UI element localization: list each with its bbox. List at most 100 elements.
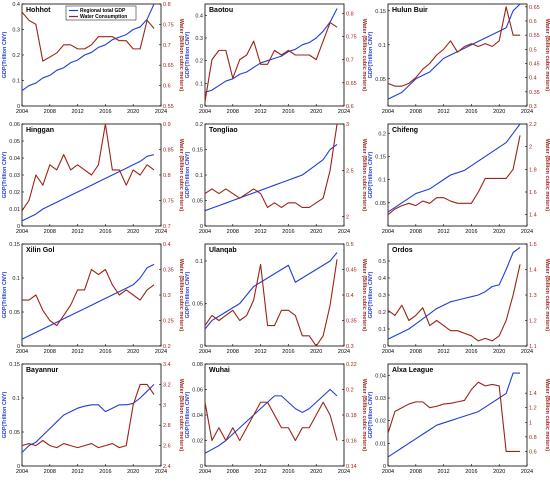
y-right-tick-label: 1.4 [529, 391, 537, 397]
y-right-tick-label: 0.5 [529, 47, 537, 53]
x-tick-label: 2008 [44, 229, 56, 235]
y-left-tick-label: 0.2 [195, 122, 203, 128]
y-left-tick-label: 0.1 [378, 43, 386, 49]
y-left-tick-label: 0 [383, 344, 386, 350]
gdp-series-line [21, 384, 155, 453]
gdp-series-line [387, 372, 521, 458]
panel-title: Xilin Gol [26, 247, 54, 254]
x-tick-label: 2024 [521, 469, 533, 475]
legend-box [65, 5, 137, 21]
x-tick-label: 2008 [227, 229, 239, 235]
chart-xilin-gol: 2004 2008 2012 2016 2020 2024 0 0.05 0.1 0.15 0.2 0… [2, 242, 184, 355]
y-right-tick-label: 3.4 [163, 362, 171, 368]
plot-frame [21, 3, 162, 107]
x-tick-label: 2008 [410, 229, 422, 235]
y-left-tick-label: 0.04 [375, 373, 386, 379]
chart-hohhot: 2004 2008 2012 2016 2020 2024 0 0.1 0.2 0.3 0.4 0.5… [2, 2, 184, 115]
y-right-tick-label: 1.5 [529, 242, 537, 248]
y-left-tick-label: 0.02 [375, 419, 386, 425]
y-right-tick-label: 0.5 [346, 242, 354, 248]
y-right-tick-label: 0.6 [346, 104, 354, 110]
y-right-tick-label: 0.7 [346, 58, 354, 64]
y-right-tick-label: 3.2 [163, 382, 171, 388]
y-left-tick-label: 0.3 [195, 36, 203, 42]
y-right-tick-label: 0.8 [346, 11, 354, 17]
water-series-line [387, 264, 521, 342]
x-tick-label: 2008 [44, 469, 56, 475]
plot-frame [21, 243, 162, 347]
y-left-tick-label: 0.2 [378, 131, 386, 137]
y-left-tick-label: 0.05 [375, 201, 386, 207]
x-tick-label: 2012 [254, 469, 266, 475]
y-left-tick-label: 0.15 [9, 362, 20, 368]
y-right-tick-label: 2.2 [529, 122, 537, 128]
y-right-axis-label: Water (Billion cubic meters) [544, 379, 550, 452]
y-right-tick-label: 0.75 [163, 199, 174, 205]
y-left-tick-label: 0.1 [195, 81, 203, 87]
x-tick-label: 2020 [127, 469, 139, 475]
water-series-line [21, 383, 155, 449]
y-left-tick-label: 0.4 [378, 276, 386, 282]
y-right-tick-label: 1.4 [529, 213, 537, 219]
y-right-tick-label: 0.4 [346, 293, 354, 299]
x-tick-label: 2024 [338, 109, 350, 115]
chart-bayannur: 2004 2008 2012 2016 2020 2024 0 0.05 0.1 0.15 2.4 2… [2, 362, 184, 475]
y-right-tick-label: 0.3 [346, 344, 354, 350]
x-tick-label: 2012 [71, 109, 83, 115]
y-left-tick-label: 0.2 [195, 59, 203, 65]
y-right-tick-label: 1.6 [529, 190, 537, 196]
y-right-tick-label: 1.8 [529, 167, 537, 173]
panel-title: Ordos [392, 247, 413, 254]
x-tick-label: 2024 [155, 469, 167, 475]
y-left-tick-label: 0.2 [12, 53, 20, 59]
plot-frame [21, 363, 162, 467]
chart-hulun-buir: 2004 2008 2012 2016 2020 2024 0.05 0.1 0.15 0.3 0.… [368, 3, 550, 115]
y-right-tick-label: 0.65 [163, 63, 174, 69]
y-right-axis-label: Water (Billion cubic meters) [178, 259, 184, 332]
y-right-axis-label: Water (Billion cubic meters) [544, 139, 550, 212]
panel-title: Hohhot [26, 7, 51, 14]
water-series-line [21, 123, 155, 212]
water-series-line [204, 401, 338, 442]
water-series-line [204, 259, 338, 347]
y-right-tick-label: 0.4 [529, 76, 537, 82]
x-tick-label: 2012 [71, 469, 83, 475]
y-right-tick-label: 2 [529, 145, 532, 151]
y-left-tick-label: 0.05 [9, 430, 20, 436]
x-tick-label: 2016 [465, 469, 477, 475]
y-right-axis-label: Water (Billion cubic meters) [178, 139, 184, 212]
x-tick-label: 2004 [16, 349, 28, 355]
y-left-tick-label: 0.01 [375, 441, 386, 447]
x-tick-label: 2020 [310, 469, 322, 475]
x-tick-label: 2008 [44, 109, 56, 115]
y-left-tick-label: 0 [200, 224, 203, 230]
x-tick-label: 2012 [437, 349, 449, 355]
y-left-tick-label: 0.3 [378, 293, 386, 299]
x-tick-label: 2020 [310, 349, 322, 355]
y-left-axis-label: GDP(Trillion CNY) [185, 31, 191, 78]
y-right-tick-label: 2 [346, 215, 349, 221]
y-right-tick-label: 1.4 [529, 268, 537, 274]
y-left-axis-label: GDP(Trillion CNY) [185, 151, 191, 198]
x-tick-label: 2020 [493, 229, 505, 235]
x-tick-label: 2004 [382, 229, 394, 235]
x-tick-label: 2008 [410, 109, 422, 115]
x-tick-label: 2024 [338, 349, 350, 355]
chart-ordos: 2004 2008 2012 2016 2020 2024 0 0.1 0.2 0.3 0.4 0.5… [368, 242, 550, 355]
y-right-tick-label: 0.65 [346, 81, 357, 87]
y-right-tick-label: 0.85 [163, 148, 174, 154]
x-tick-label: 2024 [155, 349, 167, 355]
y-left-tick-label: 0.01 [9, 207, 20, 213]
y-right-tick-label: 0.8 [163, 173, 171, 179]
y-left-tick-label: 0.06 [192, 388, 203, 394]
y-left-tick-label: 0.15 [375, 154, 386, 160]
x-tick-label: 2004 [199, 109, 211, 115]
y-right-tick-label: 0.4 [163, 242, 171, 248]
y-right-tick-label: 0.65 [529, 5, 540, 11]
y-left-tick-label: 0.1 [378, 178, 386, 184]
y-right-tick-label: 0.35 [346, 319, 357, 325]
y-left-tick-label: 0 [383, 464, 386, 470]
legend-water-label: Water Consumption [80, 14, 127, 20]
y-right-tick-label: 0.55 [163, 104, 174, 110]
y-right-tick-label: 0.6 [529, 449, 537, 455]
